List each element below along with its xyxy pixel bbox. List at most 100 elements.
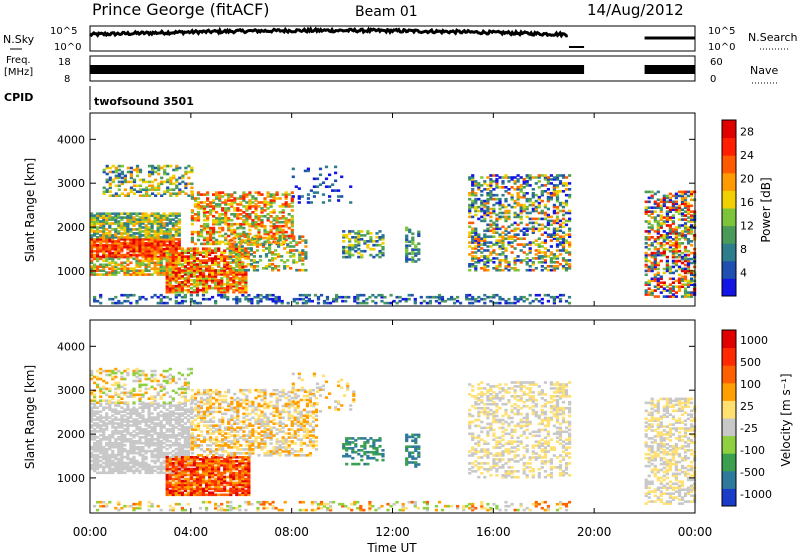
heatmap-cell bbox=[656, 238, 660, 241]
heatmap-cell bbox=[528, 249, 532, 252]
heatmap-cell bbox=[301, 257, 305, 260]
heatmap-cell bbox=[253, 295, 257, 299]
heatmap-cell bbox=[126, 226, 130, 229]
heatmap-cell bbox=[183, 430, 187, 433]
heatmap-cell bbox=[99, 224, 103, 227]
heatmap-cell bbox=[202, 201, 207, 204]
heatmap-cell bbox=[690, 277, 694, 281]
heatmap-cell bbox=[268, 263, 272, 266]
heatmap-cell bbox=[495, 182, 499, 185]
heatmap-cell bbox=[483, 297, 487, 301]
heatmap-cell bbox=[677, 285, 682, 288]
heatmap-cell bbox=[680, 198, 685, 202]
heatmap-cell bbox=[507, 211, 511, 215]
heatmap-cell bbox=[114, 410, 118, 413]
heatmap-cell bbox=[534, 205, 538, 209]
heatmap-cell bbox=[244, 275, 248, 278]
heatmap-cell bbox=[171, 243, 175, 247]
heatmap-cell bbox=[183, 249, 187, 252]
heatmap-cell bbox=[522, 245, 526, 248]
heatmap-cell bbox=[174, 214, 178, 217]
heatmap-cell bbox=[417, 232, 421, 236]
heatmap-cell bbox=[117, 164, 121, 168]
heatmap-cell bbox=[363, 242, 367, 245]
heatmap-cell bbox=[189, 424, 193, 427]
heatmap-cell bbox=[549, 192, 553, 195]
heatmap-cell bbox=[159, 293, 163, 297]
heatmap-cell bbox=[177, 243, 181, 247]
heatmap-cell bbox=[205, 253, 209, 256]
heatmap-cell bbox=[215, 238, 219, 242]
heatmap-cell bbox=[138, 184, 143, 188]
heatmap-cell bbox=[480, 209, 484, 213]
heatmap-cell bbox=[304, 293, 308, 297]
heatmap-cell bbox=[686, 261, 691, 265]
heatmap-cell bbox=[132, 269, 136, 272]
heatmap-cell bbox=[241, 273, 245, 276]
heatmap-cell bbox=[183, 283, 187, 286]
heatmap-cell bbox=[537, 237, 541, 240]
heatmap-cell bbox=[153, 441, 157, 445]
heatmap-cell bbox=[507, 215, 511, 219]
heatmap-cell bbox=[369, 247, 373, 251]
heatmap-cell bbox=[263, 199, 267, 202]
heatmap-cell bbox=[168, 245, 172, 249]
heatmap-cell bbox=[183, 453, 187, 457]
heatmap-cell bbox=[153, 377, 157, 381]
heatmap-cell bbox=[159, 238, 163, 241]
heatmap-cell bbox=[195, 271, 200, 274]
heatmap-cell bbox=[108, 297, 112, 301]
heatmap-cell bbox=[90, 451, 94, 455]
heatmap-cell bbox=[251, 195, 255, 198]
heatmap-cell bbox=[193, 217, 198, 220]
heatmap-cell bbox=[389, 293, 393, 297]
heatmap-cell bbox=[153, 214, 157, 217]
heatmap-cell bbox=[242, 220, 246, 224]
heatmap-cell bbox=[177, 226, 181, 229]
heatmap-cell bbox=[278, 226, 282, 230]
heatmap-cell bbox=[244, 247, 248, 250]
heatmap-cell bbox=[489, 193, 493, 197]
heatmap-cell bbox=[677, 255, 682, 259]
heatmap-cell bbox=[450, 297, 454, 301]
heatmap-cell bbox=[283, 237, 287, 240]
heatmap-cell bbox=[196, 201, 201, 204]
heatmap-cell bbox=[306, 197, 310, 200]
heatmap-cell bbox=[274, 267, 278, 270]
heatmap-cell bbox=[690, 257, 694, 261]
heatmap-cell bbox=[459, 301, 463, 305]
heatmap-cell bbox=[653, 259, 657, 263]
heatmap-cell bbox=[440, 295, 445, 299]
heatmap-cell bbox=[555, 221, 560, 225]
heatmap-cell bbox=[183, 436, 187, 439]
heatmap-cell bbox=[159, 255, 163, 259]
heatmap-cell bbox=[568, 193, 572, 197]
heatmap-cell bbox=[186, 288, 190, 292]
heatmap-cell bbox=[686, 194, 691, 198]
heatmap-cell bbox=[230, 222, 234, 226]
heatmap-cell bbox=[132, 418, 136, 421]
heatmap-cell bbox=[230, 201, 234, 204]
heatmap-cell bbox=[251, 222, 255, 226]
heatmap-cell bbox=[183, 265, 187, 268]
heatmap-cell bbox=[184, 184, 188, 188]
heatmap-cell bbox=[117, 242, 121, 245]
heatmap-cell bbox=[144, 228, 148, 231]
heatmap-cell bbox=[180, 451, 184, 455]
heatmap-cell bbox=[492, 267, 496, 270]
heatmap-cell bbox=[504, 257, 508, 260]
heatmap-cell bbox=[489, 174, 493, 177]
heatmap-cell bbox=[111, 243, 115, 247]
heatmap-cell bbox=[656, 190, 660, 194]
heatmap-cell bbox=[468, 293, 472, 297]
heatmap-cell bbox=[232, 249, 236, 252]
heatmap-cell bbox=[558, 293, 563, 297]
heatmap-cell bbox=[534, 221, 538, 225]
heatmap-cell bbox=[147, 218, 151, 221]
heatmap-cell bbox=[212, 226, 216, 230]
heatmap-cell bbox=[226, 273, 230, 276]
heatmap-cell bbox=[156, 465, 160, 469]
heatmap-cell bbox=[165, 240, 169, 243]
heatmap-cell bbox=[231, 243, 235, 246]
heatmap-cell bbox=[480, 203, 484, 207]
